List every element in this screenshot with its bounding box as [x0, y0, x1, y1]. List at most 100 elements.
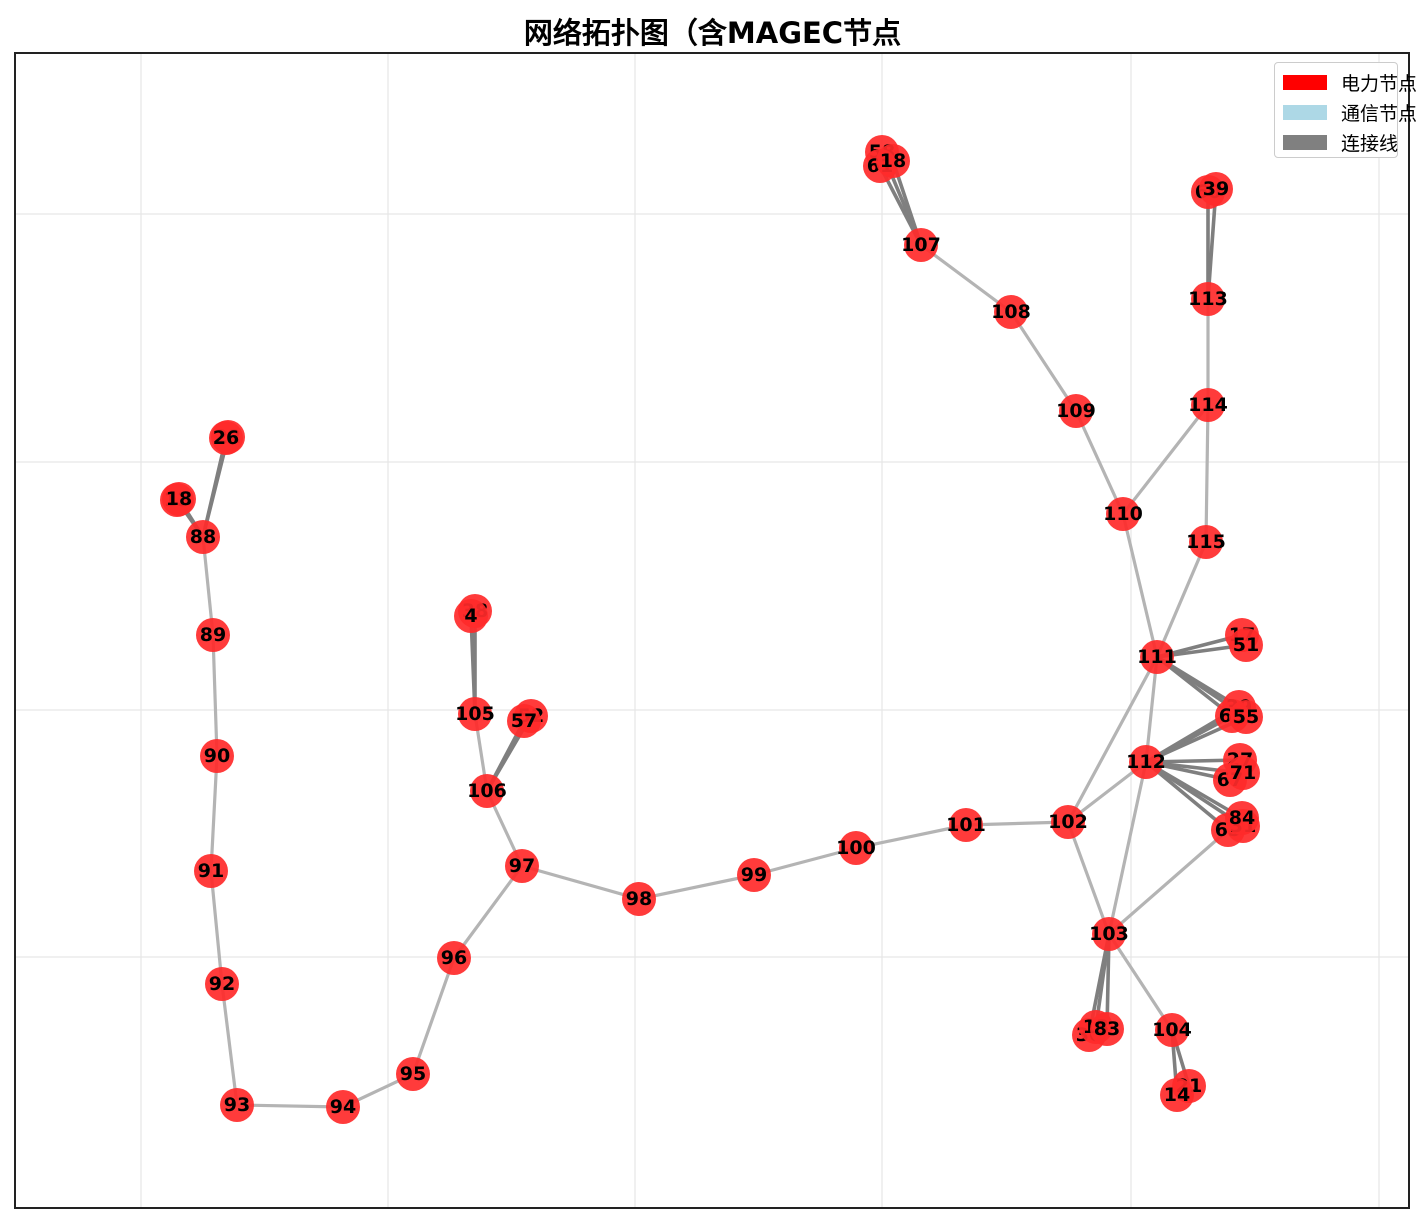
node-circle-55 [1229, 700, 1263, 734]
node-84: 84 [1225, 801, 1259, 835]
node-label-100: 100 [836, 837, 876, 859]
node-label-93: 93 [224, 1094, 250, 1116]
legend-swatch-comm [1283, 104, 1327, 120]
node-circle-99 [737, 858, 771, 892]
node-83: 83 [1090, 1012, 1124, 1046]
node-circle-97 [505, 849, 539, 883]
node-circle-57 [507, 704, 541, 738]
edge-109-110 [1074, 409, 1125, 516]
edge-91-92 [209, 869, 224, 986]
edge-112-65 [1144, 760, 1230, 832]
node-circle-113 [1191, 282, 1225, 316]
node-label-83: 83 [1094, 1018, 1120, 1040]
node-circle-39 [1199, 172, 1233, 206]
node-label-88: 88 [190, 526, 216, 548]
node-circle-101 [949, 808, 983, 842]
node-circle-94 [326, 1090, 360, 1124]
node-97: 97 [505, 849, 539, 883]
node-label-90: 90 [204, 745, 230, 767]
node-90: 90 [200, 739, 234, 773]
edge-96-97 [452, 864, 524, 960]
node-circle-88 [186, 520, 220, 554]
node-label-104: 104 [1152, 1019, 1192, 1041]
edge-103-112 [1107, 760, 1148, 936]
node-circle-92 [205, 967, 239, 1001]
node-100: 100 [836, 831, 876, 865]
edge-108-109 [1009, 310, 1078, 413]
node-label-55: 55 [1233, 706, 1259, 728]
edge-103-104 [1107, 932, 1174, 1032]
node-105: 105 [455, 697, 495, 731]
legend-item-edge: 连接线 [1283, 131, 1399, 155]
node-circle-14 [1160, 1078, 1194, 1112]
node-label-114: 114 [1188, 394, 1228, 416]
node-label-84: 84 [1229, 807, 1255, 829]
edge-103-65 [1107, 828, 1230, 936]
node-4: 4 [454, 599, 488, 633]
node-circle-114 [1191, 388, 1225, 422]
node-circle-51 [1229, 628, 1263, 662]
edge-110-114 [1121, 403, 1210, 516]
chart-title: 网络拓扑图（含MAGEC节点 [523, 16, 902, 50]
node-circle-106 [470, 774, 504, 808]
node-108: 108 [991, 295, 1031, 329]
node-88: 88 [186, 520, 220, 554]
node-circle-100 [839, 831, 873, 865]
legend-item-power: 电力节点 [1283, 71, 1417, 95]
edge-90-91 [209, 754, 219, 873]
edge-112-84 [1144, 760, 1244, 820]
node-107: 107 [901, 228, 941, 262]
node-circle-103 [1092, 917, 1126, 951]
node-circle-18b [876, 144, 910, 178]
node-label-115: 115 [1186, 531, 1226, 553]
edge-110-111 [1121, 512, 1159, 659]
node-113: 113 [1188, 282, 1228, 316]
node-label-26: 26 [213, 427, 239, 449]
edge-99-100 [752, 846, 858, 877]
node-106: 106 [467, 774, 507, 808]
node-115: 115 [1186, 525, 1226, 559]
node-51: 51 [1229, 628, 1263, 662]
node-label-111: 111 [1137, 646, 1177, 668]
legend-label-comm: 通信节点 [1341, 102, 1418, 125]
node-label-4: 4 [464, 605, 477, 627]
legend-swatch-edge [1283, 134, 1327, 150]
node-55: 55 [1229, 700, 1263, 734]
node-label-107: 107 [901, 234, 941, 256]
node-89: 89 [196, 618, 230, 652]
node-109: 109 [1056, 394, 1096, 428]
node-circle-96 [437, 941, 471, 975]
node-circle-95 [396, 1057, 430, 1091]
edge-102-103 [1066, 820, 1111, 936]
node-104: 104 [1152, 1013, 1192, 1047]
edge-95-96 [411, 956, 456, 1076]
node-label-103: 103 [1089, 923, 1129, 945]
node-label-110: 110 [1103, 503, 1143, 525]
edge-107-108 [919, 243, 1013, 314]
node-label-96: 96 [441, 947, 467, 969]
edge-93-94 [235, 1103, 345, 1109]
node-circle-4 [454, 599, 488, 633]
node-label-101: 101 [946, 814, 986, 836]
node-label-71: 71 [1230, 762, 1256, 784]
node-label-102: 102 [1048, 811, 1088, 833]
edge-98-99 [637, 873, 756, 901]
node-93: 93 [220, 1088, 254, 1122]
node-96: 96 [437, 941, 471, 975]
node-circle-109 [1059, 394, 1093, 428]
nodes-layer: 88 89 90 91 92 93 94 95 96 97 98 99 100 101 102 103 104 1… [160, 135, 1263, 1124]
node-label-97: 97 [509, 855, 535, 877]
edges-layer [175, 150, 1248, 1109]
edge-114-115 [1204, 403, 1210, 544]
node-circle-108 [994, 295, 1028, 329]
legend-item-comm: 通信节点 [1283, 101, 1418, 125]
node-label-92: 92 [209, 973, 235, 995]
node-14: 14 [1160, 1078, 1194, 1112]
node-label-39: 39 [1203, 178, 1229, 200]
node-103: 103 [1089, 917, 1129, 951]
edge-111-112 [1144, 655, 1159, 764]
edge-92-93 [220, 982, 239, 1107]
legend-label-edge: 连接线 [1341, 132, 1399, 155]
legend-swatch-power [1283, 74, 1327, 90]
node-57: 57 [507, 704, 541, 738]
